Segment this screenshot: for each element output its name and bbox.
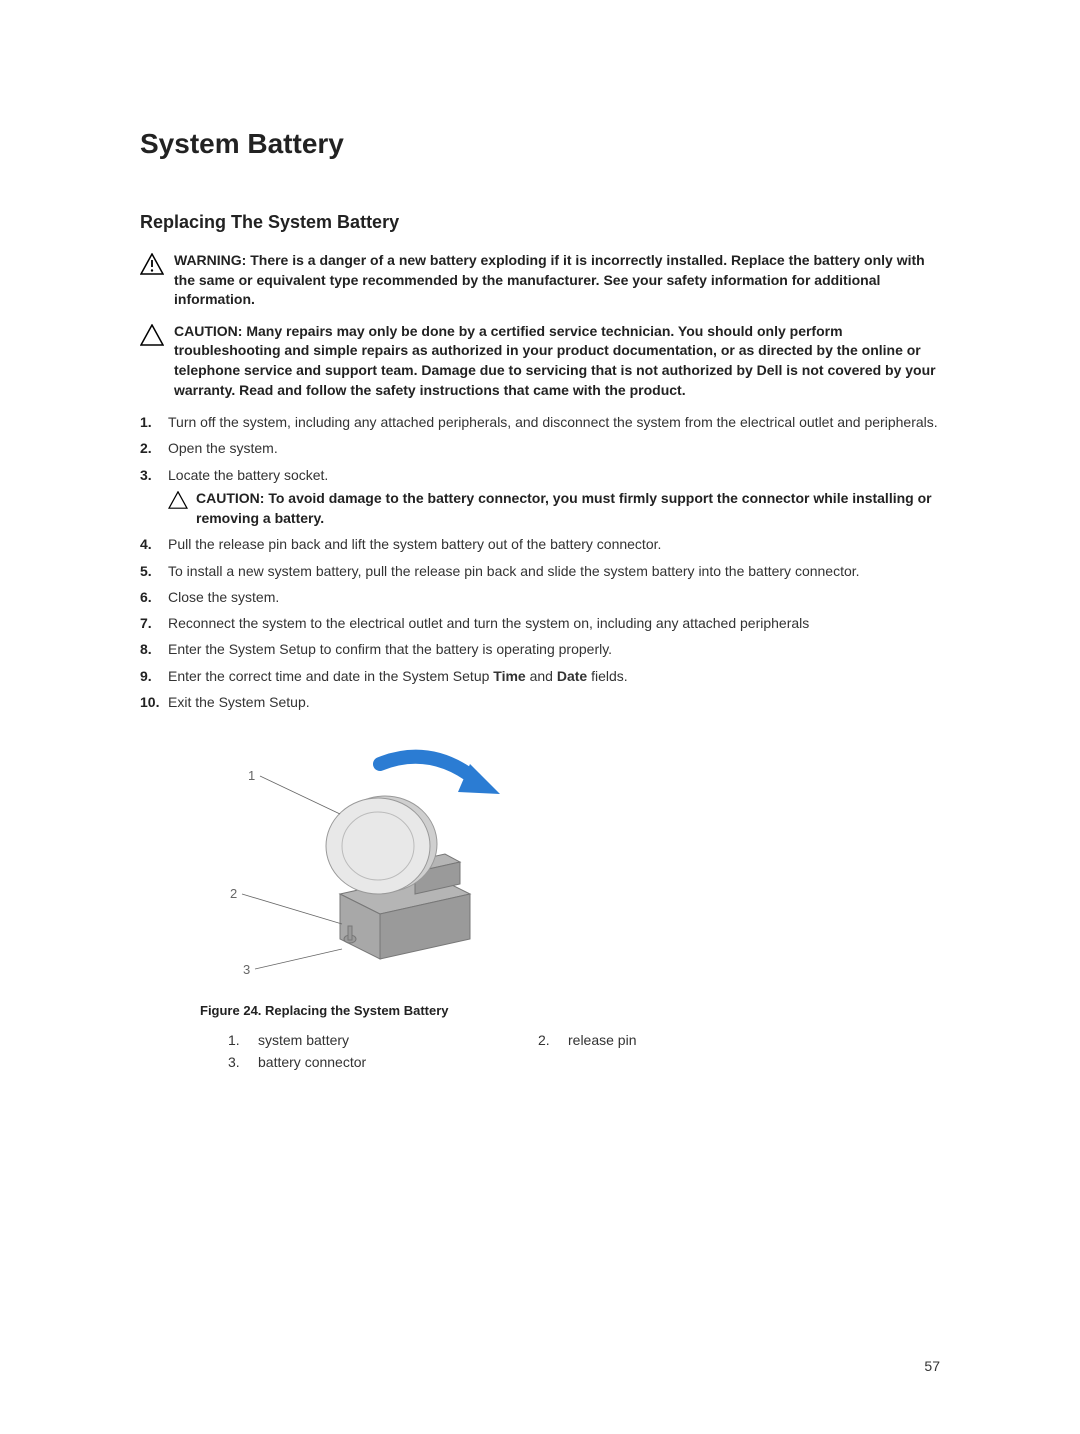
svg-text:2: 2: [230, 886, 237, 901]
step-8: Enter the System Setup to confirm that t…: [140, 639, 940, 659]
caution-text-1: CAUTION: Many repairs may only be done b…: [174, 322, 940, 400]
battery-diagram: 1 2 3: [200, 734, 560, 984]
step-9: Enter the correct time and date in the S…: [140, 666, 940, 686]
step-5: To install a new system battery, pull th…: [140, 561, 940, 581]
warning-icon: [140, 253, 164, 275]
legend-item-2: 2. release pin: [538, 1032, 808, 1048]
caution-text-2: CAUTION: To avoid damage to the battery …: [196, 489, 940, 528]
warning-text: WARNING: There is a danger of a new batt…: [174, 251, 940, 310]
page-number: 57: [924, 1358, 940, 1374]
section-subtitle: Replacing The System Battery: [140, 212, 940, 233]
svg-text:1: 1: [248, 768, 255, 783]
legend-item-3: 3. battery connector: [228, 1054, 498, 1070]
step-3: Locate the battery socket. CAUTION: To a…: [140, 465, 940, 528]
warning-callout: WARNING: There is a danger of a new batt…: [140, 251, 940, 310]
figure-caption: Figure 24. Replacing the System Battery: [200, 1003, 940, 1018]
step-4: Pull the release pin back and lift the s…: [140, 534, 940, 554]
step-1: Turn off the system, including any attac…: [140, 412, 940, 432]
page-title: System Battery: [140, 128, 940, 160]
step-10: Exit the System Setup.: [140, 692, 940, 712]
svg-text:3: 3: [243, 962, 250, 977]
caution-icon: [140, 324, 164, 346]
legend-item-1: 1. system battery: [228, 1032, 498, 1048]
caution-icon: [168, 491, 188, 509]
figure-legend: 1. system battery 2. release pin 3. batt…: [228, 1032, 808, 1070]
step-7: Reconnect the system to the electrical o…: [140, 613, 940, 633]
step-2: Open the system.: [140, 438, 940, 458]
steps-list: Turn off the system, including any attac…: [140, 412, 940, 712]
caution-callout-2: CAUTION: To avoid damage to the battery …: [168, 489, 940, 528]
step-6: Close the system.: [140, 587, 940, 607]
figure-24: 1 2 3 Figure 24. Replacing the System Ba…: [200, 734, 940, 1070]
caution-callout-1: CAUTION: Many repairs may only be done b…: [140, 322, 940, 400]
